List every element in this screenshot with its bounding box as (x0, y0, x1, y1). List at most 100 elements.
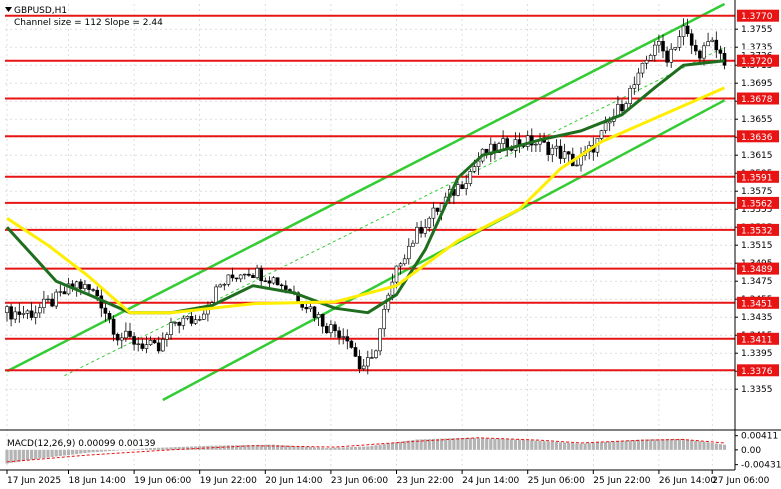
candle-body (669, 48, 674, 63)
macd-bar (116, 449, 120, 451)
candle-body (255, 267, 259, 278)
candle-body (181, 317, 186, 326)
macd-bar (321, 447, 325, 450)
candle-body (706, 41, 710, 47)
macd-bar (431, 438, 435, 450)
candle-body (316, 314, 321, 318)
candle-body (5, 306, 9, 313)
candle-body (423, 227, 428, 234)
macd-bar (112, 449, 116, 451)
macd-bar (554, 441, 558, 450)
macd-bar (669, 439, 673, 450)
level-label-box (737, 332, 779, 345)
macd-bar (58, 449, 62, 456)
macd-bar (374, 445, 378, 450)
macd-bar (325, 448, 329, 450)
macd-panel (0, 429, 781, 464)
macd-bar (317, 447, 321, 450)
candle-body (652, 44, 657, 56)
series-line-ma-slow (6, 86, 726, 315)
macd-tick-label: 0.00 (741, 446, 761, 456)
candle-body (161, 339, 165, 352)
candle-body (464, 183, 469, 190)
candle-body (308, 306, 313, 310)
candle-body (378, 328, 382, 352)
macd-bar (546, 441, 550, 450)
candle-body (693, 45, 698, 52)
macd-bar (444, 438, 448, 450)
candle-body (398, 263, 403, 267)
candle-body (402, 258, 407, 265)
candle-body (238, 274, 243, 280)
candle-body (37, 307, 42, 314)
candle-body (710, 39, 715, 42)
macd-bar (99, 449, 103, 452)
candle-body (456, 184, 460, 196)
macd-bar (185, 446, 189, 450)
x-tick-label: 24 Jun 14:00 (462, 476, 519, 486)
candle-body (640, 62, 645, 74)
level-label-box (737, 170, 779, 183)
macd-bar (42, 449, 46, 458)
candle-body (271, 277, 276, 284)
macd-bar (608, 441, 612, 450)
macd-bar (218, 445, 222, 450)
macd-bar (411, 440, 415, 450)
macd-bar (30, 449, 34, 460)
level-label-box (737, 130, 779, 143)
level-label: 1.3376 (741, 367, 773, 377)
macd-bar (624, 440, 628, 450)
candle-body (234, 277, 239, 280)
macd-bar (284, 445, 288, 450)
macd-signal-line (6, 437, 725, 463)
y-tick-label: 1.3755 (741, 25, 773, 35)
candle-body (17, 311, 22, 315)
x-tick-label: 23 Jun 22:00 (397, 476, 454, 486)
macd-bar (460, 437, 464, 450)
macd-bar (107, 449, 112, 452)
macd-bar (71, 449, 75, 455)
level-label-box (737, 223, 779, 236)
macd-bar (276, 444, 280, 450)
macd-bar (563, 442, 567, 450)
candle-body (169, 322, 173, 336)
candle-body (673, 47, 678, 50)
macd-bar (34, 449, 38, 460)
macd-bar (247, 445, 251, 450)
macd-bar (345, 447, 349, 450)
level-label: 1.3770 (741, 12, 773, 22)
candle-body (13, 311, 17, 320)
candle-body (685, 25, 690, 35)
candle-body (677, 36, 682, 48)
candle-body (54, 291, 59, 307)
candle-body (177, 322, 181, 326)
macd-bar (468, 437, 472, 450)
macd-bar (472, 438, 476, 450)
level-label: 1.3678 (741, 95, 773, 105)
macd-bar (616, 441, 620, 450)
macd-bar (349, 447, 353, 450)
macd-bar (235, 445, 239, 450)
macd-bar (722, 444, 727, 450)
macd-bar (390, 442, 394, 450)
candle-body (33, 312, 38, 318)
macd-bar (579, 443, 583, 450)
level-label-box (737, 364, 779, 377)
macd-bar (673, 438, 677, 450)
candle-body (251, 275, 255, 278)
macd-bar (509, 439, 513, 450)
y-tick-label: 1.3475 (741, 277, 773, 287)
macd-bar (362, 446, 366, 450)
macd-bar (628, 440, 632, 450)
grid-lines (5, 4, 735, 466)
candle-body (83, 284, 87, 289)
candle-body (312, 306, 317, 318)
candle-body (128, 330, 132, 337)
candle-body (46, 298, 50, 301)
candle-body (185, 316, 190, 319)
candle-body (431, 207, 436, 219)
macd-bar (599, 442, 604, 450)
candle-body (226, 274, 231, 285)
candle-body (243, 273, 247, 276)
